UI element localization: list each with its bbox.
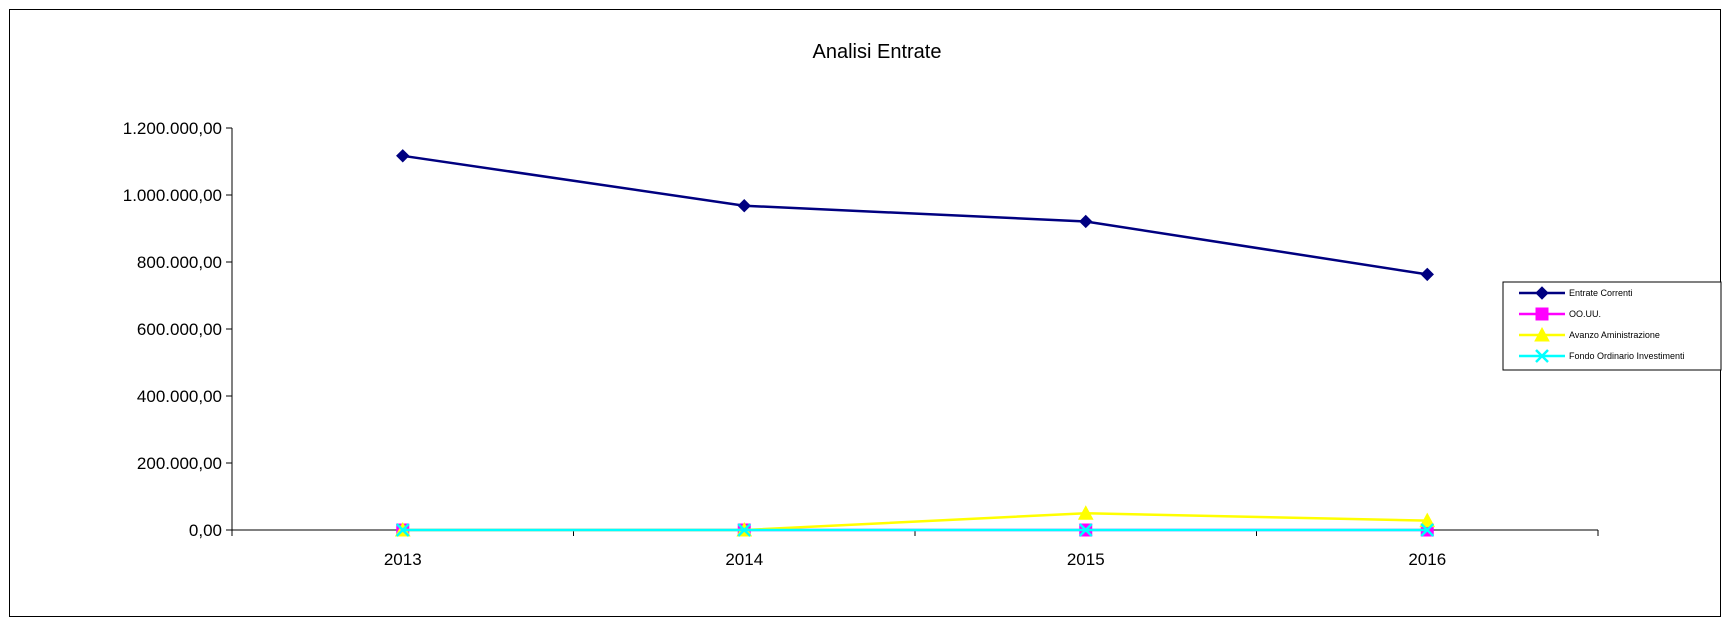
- series-line: [402, 511, 1428, 532]
- marker-x: [395, 523, 410, 537]
- legend-label: OO.UU.: [1569, 309, 1601, 319]
- marker-x: [1420, 523, 1435, 537]
- y-tick-label: 200.000,00: [137, 454, 222, 473]
- y-tick-label: 400.000,00: [137, 387, 222, 406]
- legend-entry: Fondo Ordinario Investimenti: [1519, 349, 1685, 363]
- marker-diamond: [737, 199, 751, 213]
- marker-x: [1078, 523, 1093, 537]
- marker-x: [737, 523, 752, 537]
- legend: Entrate Correnti OO.UU. Avanzo Aministrazi…: [1502, 281, 1722, 371]
- marker-diamond: [1535, 286, 1549, 300]
- marker-x-stroke: [1420, 523, 1435, 537]
- marker-x-stroke: [737, 523, 752, 537]
- y-tick-label: 800.000,00: [137, 253, 222, 272]
- y-tick-label: 1.200.000,00: [123, 119, 222, 138]
- series-0: [396, 149, 1434, 282]
- marker-square: [1535, 307, 1549, 321]
- marker-diamond: [1420, 267, 1434, 282]
- marker-x-stroke: [1078, 523, 1093, 537]
- marker-triangle: [1077, 505, 1094, 520]
- x-tick-label: 2013: [384, 550, 422, 569]
- series-line: [402, 154, 1428, 276]
- x-tick-label: 2015: [1067, 550, 1105, 569]
- series-layer: [394, 149, 1436, 537]
- axes: 0,00 200.000,00 400.000,00 600.000,00 800.00…: [123, 119, 1599, 569]
- marker-diamond: [396, 149, 410, 163]
- chart-title: Analisi Entrate: [813, 41, 942, 63]
- x-tick-label: 2014: [725, 550, 763, 569]
- series-3: [395, 523, 1435, 537]
- y-tick-label: 1.000.000,00: [123, 186, 222, 205]
- x-tick-label: 2016: [1408, 550, 1446, 569]
- marker-x: [1535, 349, 1549, 363]
- marker-diamond: [1079, 214, 1093, 229]
- y-tick-label: 600.000,00: [137, 320, 222, 339]
- legend-label: Avanzo Aministrazione: [1569, 330, 1660, 340]
- marker-x-stroke: [1535, 349, 1549, 363]
- chart-frame: [9, 9, 1721, 617]
- marker-x-stroke: [395, 523, 410, 537]
- y-tick-label: 0,00: [189, 521, 222, 540]
- legend-entry: Avanzo Aministrazione: [1519, 326, 1660, 342]
- marker-triangle: [1419, 512, 1436, 528]
- legend-label: Fondo Ordinario Investimenti: [1569, 351, 1685, 361]
- legend-entry: OO.UU.: [1519, 307, 1601, 321]
- marker-triangle: [1534, 326, 1550, 342]
- legend-label: Entrate Correnti: [1569, 288, 1633, 298]
- legend-entry: Entrate Correnti: [1519, 286, 1633, 300]
